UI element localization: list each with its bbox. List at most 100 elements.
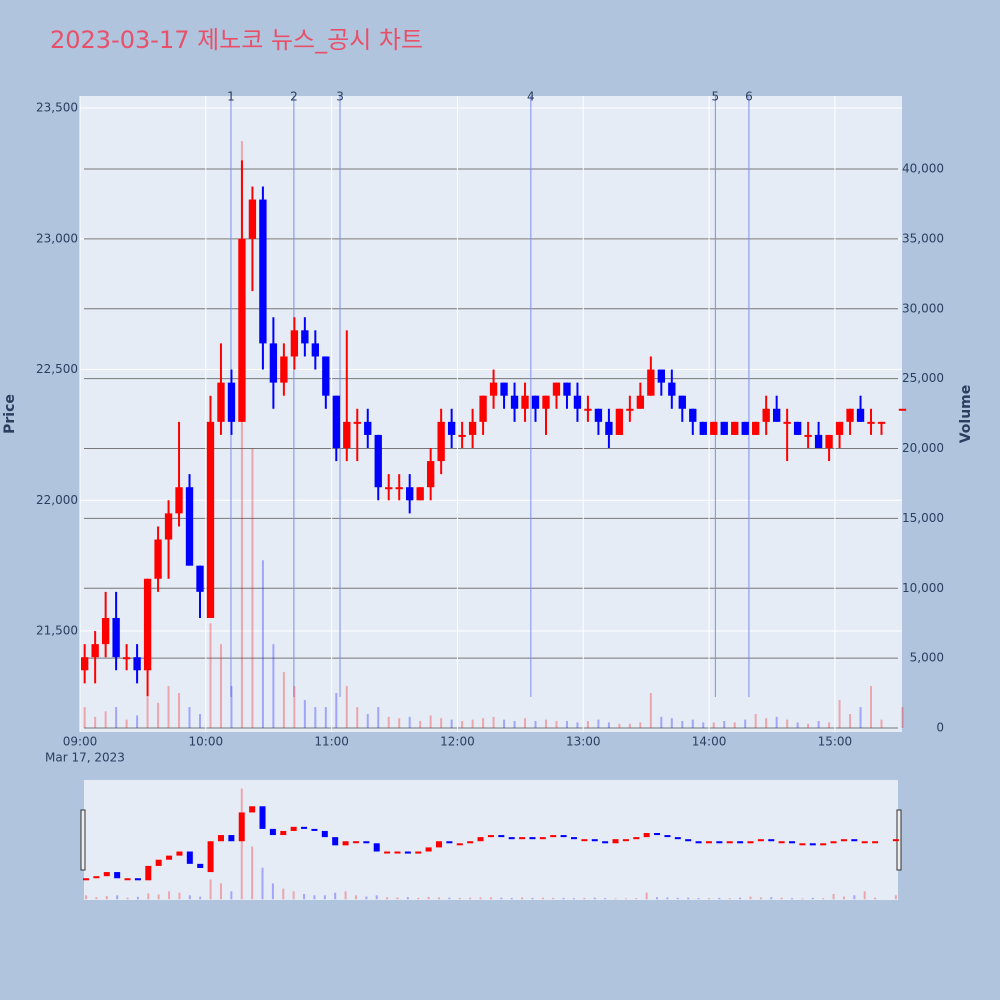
- mini-volume-bar: [593, 897, 596, 900]
- mini-volume-bar: [479, 897, 482, 900]
- mini-candle: [529, 837, 536, 840]
- candle-body: [447, 421, 456, 435]
- range-slider[interactable]: [84, 780, 898, 900]
- mini-volume-bar: [157, 894, 160, 900]
- mini-candle: [809, 843, 816, 846]
- candle-body: [164, 513, 173, 540]
- mini-volume-bar: [85, 895, 87, 900]
- x-tick-label: 10:00: [189, 735, 224, 749]
- candle-body: [689, 408, 697, 422]
- volume-bar: [534, 721, 537, 729]
- volume-bar: [429, 715, 432, 729]
- mini-candle: [145, 865, 152, 881]
- mini-volume-bar: [510, 897, 513, 900]
- volume-bar: [618, 723, 621, 729]
- volume-bar: [702, 722, 705, 729]
- mini-volume-bar: [105, 896, 108, 900]
- news-label: 4: [527, 90, 535, 104]
- mini-candle: [384, 851, 391, 854]
- mini-volume-bar: [344, 891, 347, 900]
- volume-bar: [660, 716, 663, 729]
- volume-bar: [188, 707, 191, 729]
- mini-volume-bar: [282, 888, 285, 900]
- volume-bar: [303, 700, 306, 729]
- mini-volume-bar: [323, 895, 326, 900]
- news-label: 2: [290, 90, 298, 104]
- mini-volume-bar: [469, 897, 472, 900]
- mini-candle: [436, 841, 443, 848]
- mini-candle: [726, 841, 733, 844]
- mini-volume-bar: [863, 891, 866, 900]
- mini-candle: [508, 837, 515, 840]
- volume-bar: [94, 716, 97, 729]
- volume-bar: [691, 719, 694, 729]
- mini-volume-bar: [624, 898, 627, 900]
- mini-candle: [373, 843, 380, 852]
- volume-bar: [440, 718, 443, 729]
- candle-body: [626, 408, 634, 411]
- candle-body: [322, 356, 330, 396]
- mini-volume-bar: [614, 898, 617, 900]
- range-handle-left[interactable]: [80, 809, 86, 871]
- volume-bar: [607, 722, 610, 729]
- mini-volume-bar: [572, 898, 575, 900]
- candle-body: [573, 395, 582, 409]
- volume-bar: [167, 686, 170, 729]
- candle-body: [437, 421, 445, 462]
- candle-body: [783, 421, 791, 424]
- mini-candle: [892, 839, 899, 842]
- candle-body: [594, 408, 603, 422]
- mini-volume-bar: [188, 895, 191, 900]
- volume-bar: [859, 707, 862, 729]
- mini-candle: [861, 841, 868, 844]
- x-tick-label: 13:00: [566, 735, 601, 749]
- candle-body: [835, 421, 844, 435]
- volume-bar: [146, 697, 149, 729]
- candle-body: [479, 395, 487, 422]
- mini-volume-bar: [178, 892, 181, 900]
- mini-volume-bar: [95, 897, 98, 900]
- mini-candle: [259, 806, 266, 829]
- mini-candle: [633, 837, 640, 840]
- news-label: 1: [227, 90, 235, 104]
- candle-body: [406, 487, 414, 501]
- volume-bar: [586, 721, 589, 729]
- mini-candle: [103, 872, 110, 877]
- news-label: 3: [336, 90, 344, 104]
- volume-bar: [597, 719, 600, 729]
- volume-bar: [272, 644, 275, 729]
- volume-bar: [555, 721, 558, 729]
- y2-tick-label: 15,000: [902, 511, 944, 525]
- candle-body: [521, 395, 529, 409]
- mini-volume-bar: [438, 897, 441, 900]
- mini-volume-bar: [386, 897, 389, 900]
- volume-bar: [796, 722, 799, 729]
- mini-volume-bar: [448, 897, 451, 900]
- y2-tick-label: 25,000: [902, 371, 944, 385]
- mini-candle: [654, 833, 661, 836]
- mini-candle: [851, 839, 858, 842]
- mini-candle: [446, 841, 453, 844]
- volume-bar: [230, 686, 233, 729]
- candle-body: [552, 382, 561, 396]
- mini-volume-bar: [894, 895, 897, 900]
- mini-candle: [820, 843, 827, 846]
- mini-volume-bar: [126, 897, 129, 900]
- mini-volume-bar: [780, 897, 783, 900]
- mini-volume-bar: [791, 898, 794, 900]
- mini-volume-bar: [334, 892, 337, 900]
- volume-bar: [482, 718, 485, 729]
- candle-body: [877, 421, 886, 424]
- mini-candle: [207, 841, 214, 873]
- volume-bar: [838, 700, 841, 729]
- mini-candle: [404, 851, 411, 854]
- volume-bar: [649, 693, 652, 729]
- candle-body: [395, 487, 403, 490]
- mini-volume-bar: [209, 879, 212, 900]
- mini-volume-bar: [874, 897, 877, 900]
- candle-body: [856, 408, 865, 422]
- candle-body: [269, 343, 278, 383]
- mini-volume-bar: [541, 897, 544, 900]
- mini-volume-bar: [842, 896, 845, 900]
- mini-volume-bar: [718, 897, 721, 900]
